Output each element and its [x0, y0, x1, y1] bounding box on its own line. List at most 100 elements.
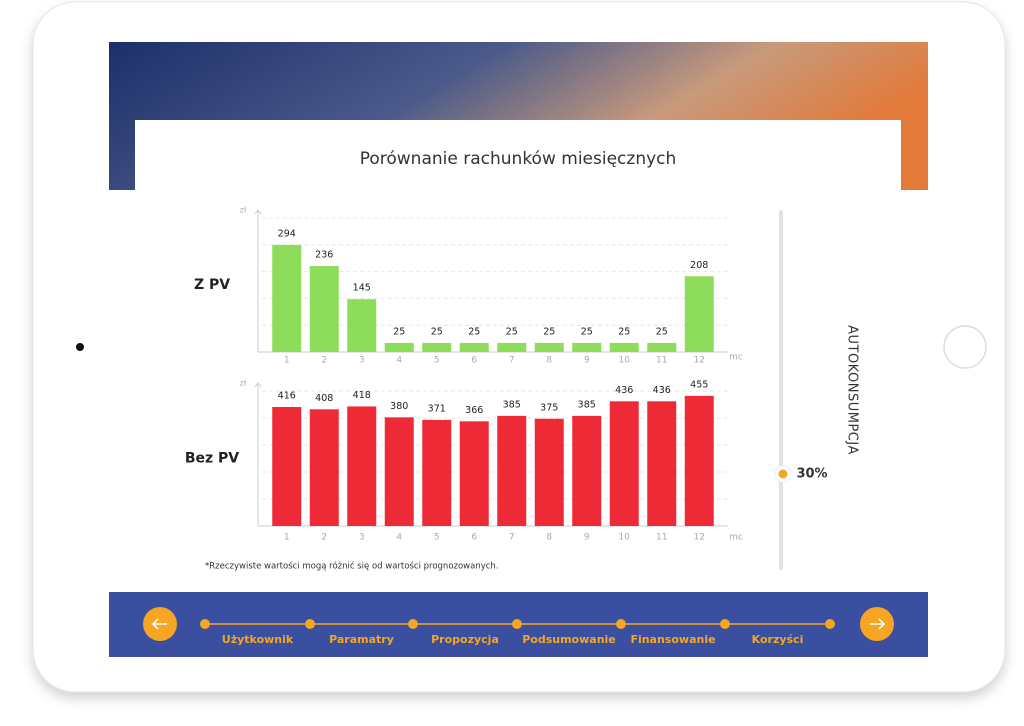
slider-value: 30% [796, 467, 827, 482]
value-label: 455 [690, 379, 708, 390]
bar [572, 342, 602, 352]
value-label: 380 [390, 401, 408, 412]
nav-step[interactable]: Propozycja [431, 633, 499, 646]
bar [459, 421, 489, 526]
x-tick-label: 1 [284, 533, 290, 543]
bar [647, 342, 677, 352]
nav-dot [825, 619, 835, 629]
value-label: 385 [578, 399, 596, 410]
nav-dot [200, 619, 210, 629]
nav-step[interactable]: Użytkownik [222, 633, 294, 646]
x-tick-label: 12 [694, 533, 705, 543]
value-label: 436 [653, 385, 671, 396]
content [109, 190, 928, 592]
x-axis-label: mc [729, 353, 743, 363]
x-tick-label: 2 [321, 356, 327, 366]
nav-dot [408, 619, 418, 629]
prev-arrow [151, 618, 167, 630]
bar [384, 417, 414, 526]
x-tick-label: 11 [656, 356, 667, 366]
nav-step[interactable]: Podsumowanie [522, 633, 616, 646]
value-label: 236 [315, 250, 333, 261]
value-label: 25 [431, 326, 443, 337]
value-label: 25 [581, 326, 593, 337]
value-label: 416 [278, 391, 296, 402]
nav-step[interactable]: Finansowanie [630, 633, 715, 646]
nav-dot [720, 619, 730, 629]
value-label: 25 [618, 326, 630, 337]
bar [609, 401, 639, 526]
x-axis-label: mc [729, 533, 743, 543]
nav-dot [305, 619, 315, 629]
x-tick-label: 7 [509, 533, 515, 543]
x-tick-label: 5 [434, 356, 440, 366]
value-label: 366 [465, 405, 483, 416]
slider-knob[interactable] [778, 469, 788, 479]
y-axis-label: zł [240, 379, 247, 388]
x-tick-label: 4 [396, 533, 402, 543]
x-tick-label: 12 [694, 356, 705, 366]
bar [309, 266, 339, 352]
nav-step[interactable]: Paramatry [329, 633, 394, 646]
x-tick-label: 2 [321, 533, 327, 543]
x-tick-label: 4 [396, 356, 402, 366]
value-label: 208 [690, 260, 708, 271]
x-tick-label: 9 [584, 356, 590, 366]
x-tick-label: 10 [619, 533, 631, 543]
bar [459, 342, 489, 352]
bar [422, 419, 452, 526]
chart-label: Bez PV [185, 451, 239, 467]
bar [684, 395, 714, 526]
x-tick-label: 8 [546, 533, 552, 543]
bar [609, 342, 639, 352]
x-tick-label: 11 [656, 533, 667, 543]
x-tick-label: 8 [546, 356, 552, 366]
value-label: 294 [278, 228, 296, 239]
value-label: 25 [506, 326, 518, 337]
bar [272, 407, 302, 526]
y-axis-label: zł [240, 206, 247, 215]
x-tick-label: 3 [359, 356, 365, 366]
value-label: 25 [393, 326, 405, 337]
value-label: 371 [428, 403, 446, 414]
bar [347, 406, 377, 526]
x-tick-label: 5 [434, 533, 440, 543]
bar [497, 342, 527, 352]
nav-dot [512, 619, 522, 629]
x-tick-label: 3 [359, 533, 365, 543]
camera [76, 343, 84, 351]
x-tick-label: 6 [471, 533, 477, 543]
value-label: 145 [353, 283, 371, 294]
value-label: 436 [615, 385, 633, 396]
bar [647, 401, 677, 526]
x-tick-label: 6 [471, 356, 477, 366]
value-label: 25 [468, 326, 480, 337]
x-tick-label: 10 [619, 356, 631, 366]
y-axis-arrow [254, 209, 262, 215]
slider-label: AUTOKONSUMPCJA [845, 325, 860, 455]
chart-label: Z PV [194, 277, 230, 293]
bar [422, 342, 452, 352]
bar [272, 244, 302, 352]
home-button[interactable] [943, 325, 987, 369]
nav-step[interactable]: Korzyści [752, 633, 804, 646]
footnote: *Rzeczywiste wartości mogą różnić się od… [205, 561, 499, 572]
bar [309, 409, 339, 526]
page-title: Porównanie rachunków miesięcznych [360, 149, 677, 169]
x-tick-label: 9 [584, 533, 590, 543]
value-label: 375 [540, 402, 558, 413]
bar [497, 415, 527, 526]
bar [684, 276, 714, 352]
value-label: 25 [656, 326, 668, 337]
next-arrow [870, 618, 886, 630]
value-label: 25 [543, 326, 555, 337]
nav-dot [616, 619, 626, 629]
bar [534, 342, 564, 352]
x-tick-label: 7 [509, 356, 515, 366]
value-label: 385 [503, 399, 521, 410]
bar [572, 415, 602, 526]
bar [534, 418, 564, 526]
value-label: 408 [315, 393, 333, 404]
